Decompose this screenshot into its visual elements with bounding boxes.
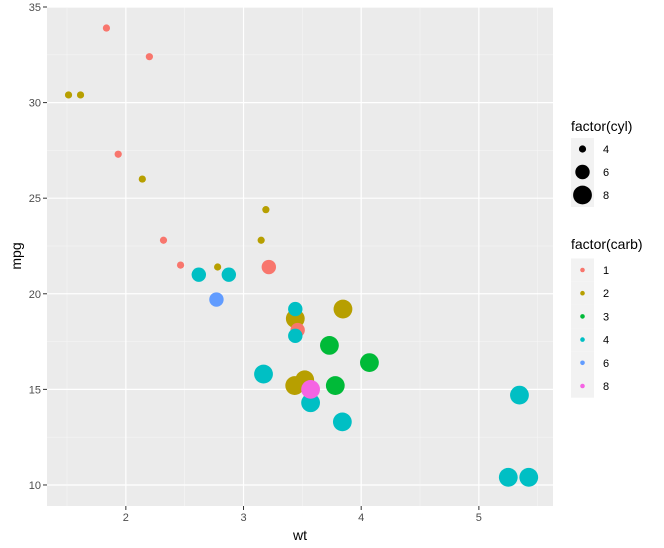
legend-size-label: 6 xyxy=(603,167,609,179)
y-axis-title: mpg xyxy=(8,242,24,269)
data-point xyxy=(498,467,518,487)
data-point xyxy=(102,24,111,32)
data-point xyxy=(288,301,303,317)
legend-color-swatch xyxy=(580,383,585,389)
legend-color-swatch xyxy=(580,267,585,273)
data-point xyxy=(159,236,168,244)
y-tick-label: 35 xyxy=(29,2,41,14)
x-tick-label: 3 xyxy=(240,512,246,524)
legend-carb: factor(carb) 1 2 3 4 6 8 xyxy=(571,236,643,398)
data-point xyxy=(64,91,73,99)
data-point xyxy=(320,336,339,355)
legend-carb-title: factor(carb) xyxy=(571,236,643,252)
legend-color-label: 2 xyxy=(603,288,609,300)
data-point xyxy=(176,261,185,269)
data-point xyxy=(301,379,320,399)
legend-color-label: 1 xyxy=(603,265,609,277)
x-axis-title: wt xyxy=(292,527,307,543)
y-tick-label: 20 xyxy=(29,289,41,301)
minor-gridlines xyxy=(47,7,553,506)
legend-color-swatch xyxy=(580,337,585,342)
legend-size-label: 8 xyxy=(603,190,609,202)
data-point xyxy=(138,175,146,183)
legend-cyl-title: factor(cyl) xyxy=(571,118,632,134)
data-point xyxy=(76,91,85,99)
data-point xyxy=(332,412,352,432)
data-point xyxy=(301,393,320,413)
y-axis-ticks: 10 15 20 25 30 35 xyxy=(29,2,47,492)
data-point xyxy=(114,150,122,158)
legend-color-label: 4 xyxy=(603,335,609,347)
data-point xyxy=(360,353,379,373)
legend-color-label: 3 xyxy=(603,311,609,323)
major-gridlines xyxy=(47,6,553,506)
data-point xyxy=(325,376,345,395)
y-tick-label: 15 xyxy=(29,384,41,396)
data-point xyxy=(261,259,277,275)
x-tick-label: 4 xyxy=(358,512,364,524)
data-point xyxy=(145,53,153,61)
legend-size-swatch xyxy=(573,185,592,205)
y-tick-label: 10 xyxy=(29,480,41,492)
data-point xyxy=(257,236,265,244)
legend-size-label: 4 xyxy=(603,144,609,156)
data-points xyxy=(64,24,539,487)
data-point xyxy=(262,206,270,214)
legend-color-swatch xyxy=(580,290,585,296)
legend-color-swatch xyxy=(580,314,585,319)
x-axis-ticks: 2 3 4 5 xyxy=(123,506,482,524)
legend-color-label: 6 xyxy=(603,358,609,370)
panel-background xyxy=(47,7,553,506)
data-point xyxy=(209,292,224,307)
legend-size-swatch xyxy=(578,145,587,153)
legend-cyl: factor(cyl) 4 6 8 xyxy=(571,118,632,207)
data-point xyxy=(214,263,222,271)
data-point xyxy=(519,467,539,487)
y-tick-label: 25 xyxy=(29,193,41,205)
data-point xyxy=(221,267,237,282)
data-point xyxy=(510,385,529,405)
data-point xyxy=(285,376,305,395)
data-point xyxy=(333,299,353,319)
data-point xyxy=(288,328,303,344)
x-tick-label: 2 xyxy=(123,512,129,524)
legend-size-swatch xyxy=(575,164,590,180)
x-tick-label: 5 xyxy=(476,512,482,524)
legend-color-swatch xyxy=(580,360,585,366)
data-point xyxy=(191,267,206,282)
legend-color-label: 8 xyxy=(603,381,609,393)
y-tick-label: 30 xyxy=(29,98,41,110)
data-point xyxy=(254,364,273,384)
